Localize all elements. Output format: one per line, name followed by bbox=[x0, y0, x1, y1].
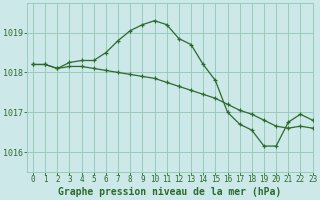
X-axis label: Graphe pression niveau de la mer (hPa): Graphe pression niveau de la mer (hPa) bbox=[58, 187, 281, 197]
